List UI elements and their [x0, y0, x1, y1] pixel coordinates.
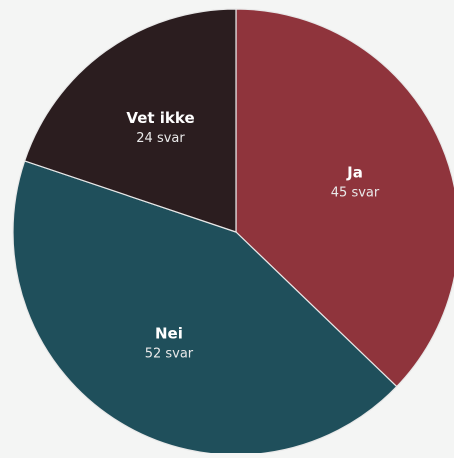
- slice-value-ja: 45 svar: [331, 185, 380, 200]
- pie-slices: [12, 8, 454, 456]
- slice-value-nei: 52 svar: [145, 347, 194, 362]
- pie-labels: Ja 45 svar Nei 52 svar Vet ikke 24 svar: [126, 109, 379, 362]
- slice-value-vet-ikke: 24 svar: [136, 131, 185, 146]
- slice-label-vet-ikke: Vet ikke: [126, 109, 194, 127]
- slice-label-ja: Ja: [346, 163, 363, 181]
- slice-label-nei: Nei: [155, 325, 183, 343]
- pie-slice-nei: [12, 160, 398, 456]
- pie-slice-ja: [235, 8, 454, 388]
- pie-slice-vet-ikke: [23, 8, 237, 233]
